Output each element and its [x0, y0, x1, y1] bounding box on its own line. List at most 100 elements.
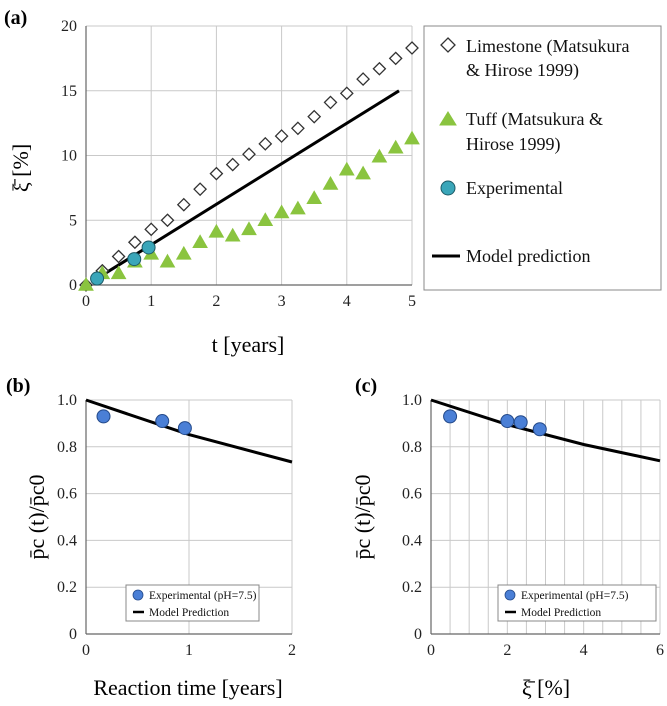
y-tick-label: 0.6	[402, 486, 422, 503]
limestone-point	[372, 61, 387, 76]
tuff-point	[387, 139, 404, 154]
y-tick-label: 0.2	[402, 579, 422, 596]
experimental-point	[513, 415, 528, 430]
x-tick-label: 2	[288, 642, 296, 659]
x-tick-label: 2	[212, 293, 220, 310]
panel-c-legend-label-experimental: Experimental (pH=7.5)	[521, 590, 629, 602]
y-tick-label: 0	[414, 626, 422, 643]
panel-b-legend-marker-experimental	[132, 589, 144, 601]
panel-c-x-axis-title: ξ̄ [%]	[522, 675, 570, 700]
tuff-point	[306, 190, 323, 204]
legend-marker-tuff	[439, 111, 457, 126]
experimental-point	[500, 414, 515, 429]
tuff-point	[208, 223, 225, 238]
panel-b-marks	[85, 398, 293, 464]
legend-label-limestone-line1: Limestone (Matsukura	[466, 36, 629, 57]
experimental-point	[532, 422, 547, 437]
y-tick-label: 10	[61, 148, 77, 165]
y-tick-label: 0.8	[402, 439, 422, 456]
panel-c-legend: Experimental (pH=7.5) Model Prediction	[497, 584, 657, 622]
panel-b-axes	[85, 400, 292, 635]
tuff-point	[355, 165, 371, 180]
limestone-point	[405, 41, 419, 55]
y-tick-label: 0.6	[57, 486, 77, 503]
tuff-point	[175, 245, 192, 260]
limestone-point	[176, 197, 191, 212]
tuff-point	[290, 200, 306, 215]
model-prediction-line	[430, 398, 661, 463]
limestone-point	[290, 121, 305, 136]
x-tick-label: 1	[147, 293, 155, 310]
limestone-point	[160, 213, 175, 228]
y-tick-label: 1.0	[402, 392, 422, 409]
experimental-point	[127, 252, 142, 267]
limestone-point	[225, 157, 240, 172]
x-tick-label: 4	[580, 642, 588, 659]
panel-c-y-axis-title: p̄c (t)/p̄c0	[350, 475, 375, 560]
panel-c-legend-frame	[497, 584, 657, 622]
y-tick-label: 20	[61, 18, 77, 35]
experimental-point	[155, 414, 170, 429]
limestone-point	[356, 72, 371, 87]
y-tick-label: 1.0	[57, 392, 77, 409]
panel-a-tag: (a)	[4, 7, 27, 29]
x-tick-label: 2	[503, 642, 511, 659]
tuff-point	[110, 265, 127, 280]
experimental-point	[141, 240, 156, 255]
panel-c-legend-marker-experimental	[504, 589, 516, 601]
x-tick-label: 3	[278, 293, 286, 310]
legend-label-limestone-line2: & Hirose 1999)	[466, 60, 579, 81]
panel-a-marks	[78, 41, 420, 292]
panel-b-legend-label-model: Model Prediction	[149, 607, 229, 619]
tuff-point	[241, 221, 257, 236]
legend-label-tuff-line2: Hirose 1999)	[466, 134, 560, 155]
experimental-point	[177, 421, 192, 436]
experimental-point	[90, 271, 105, 286]
x-tick-label: 1	[185, 642, 193, 659]
experimental-point	[96, 409, 111, 424]
panel-b-y-axis-title: p̄c (t)/p̄c0	[24, 475, 49, 560]
x-tick-label: 0	[82, 642, 90, 659]
panel-a-axes	[85, 26, 412, 286]
panel-b: (b) 0 1 2 0 0.2 0.4 0.6 0.8 1.0 Reaction time [y…	[6, 375, 296, 700]
limestone-point	[339, 86, 354, 101]
panel-c-tick-labels: 0 2 4 6 0 0.2 0.4 0.6 0.8 1.0	[402, 392, 664, 659]
y-tick-label: 0.2	[57, 579, 77, 596]
panel-b-tick-labels: 0 1 2 0 0.2 0.4 0.6 0.8 1.0	[57, 392, 296, 659]
panel-b-x-axis-title: Reaction time [years]	[93, 675, 282, 700]
panel-b-legend-frame	[125, 584, 260, 622]
panel-b-legend-label-experimental: Experimental (pH=7.5)	[149, 590, 257, 602]
tuff-point	[322, 175, 339, 190]
legend-marker-limestone	[440, 37, 456, 53]
limestone-point	[274, 129, 289, 143]
x-tick-label: 5	[408, 293, 416, 310]
panel-c-tag: (c)	[355, 375, 377, 397]
tuff-point	[257, 212, 274, 226]
panel-c: (c) 0 2 4 6 0 0.2 0.4 0.6 0.8 1.0 ξ̄ [%] p̄c (t)/…	[350, 375, 664, 700]
limestone-point	[209, 166, 224, 181]
x-tick-label: 4	[343, 293, 351, 310]
panel-a-y-axis-title: ξ̄ [%]	[8, 144, 33, 192]
panel-b-y-axis-title-text: p̄c (t)/p̄c0	[24, 475, 49, 560]
tuff-point	[404, 130, 420, 145]
panel-a-legend-frame	[423, 25, 662, 291]
tuff-point	[371, 148, 388, 163]
panel-a-legend: Limestone (Matsukura & Hirose 1999) Tuff…	[423, 25, 662, 291]
legend-label-experimental: Experimental	[466, 178, 563, 198]
tuff-point	[192, 234, 208, 249]
tuff-point	[224, 227, 241, 242]
panel-a-y-axis-title-text: ξ̄ [%]	[8, 144, 33, 192]
limestone-point	[307, 109, 322, 124]
y-tick-label: 0	[69, 626, 77, 643]
y-tick-label: 0	[69, 277, 77, 294]
x-tick-label: 6	[656, 642, 664, 659]
legend-marker-experimental	[440, 180, 456, 196]
panel-c-y-axis-title-text: p̄c (t)/p̄c0	[350, 475, 375, 560]
limestone-point	[388, 51, 403, 66]
y-tick-label: 0.4	[402, 532, 422, 549]
limestone-point	[111, 249, 126, 264]
panel-c-legend-label-model: Model Prediction	[521, 607, 601, 619]
y-tick-label: 0.4	[57, 532, 77, 549]
tuff-point	[78, 276, 94, 291]
